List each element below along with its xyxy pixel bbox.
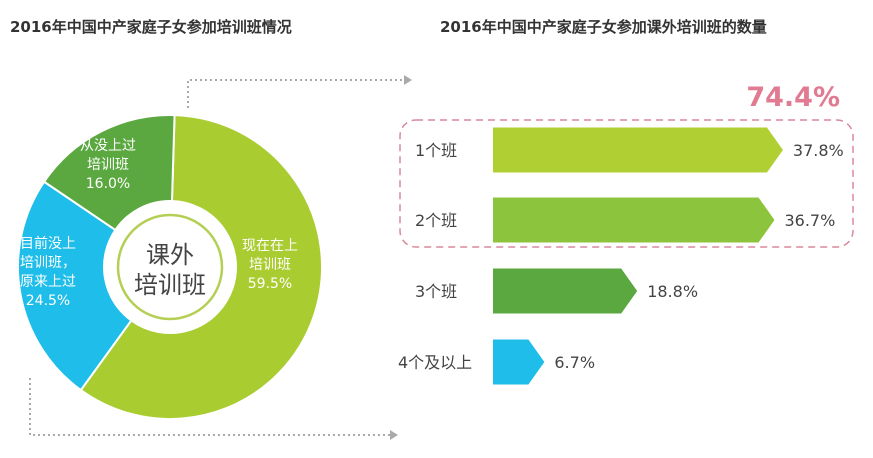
slice-value: 16.0% xyxy=(86,176,130,192)
bar-title: 2016年中国中产家庭子女参加课外培训班的数量 xyxy=(440,18,767,36)
category-label: 4个及以上 xyxy=(398,353,472,372)
slice-label: 培训班， xyxy=(20,255,76,271)
bar xyxy=(493,197,775,243)
center-label: 课外 xyxy=(146,241,194,269)
center-label: 培训班 xyxy=(134,271,206,299)
bar xyxy=(493,268,638,314)
connector-bottom xyxy=(29,378,390,436)
category-label: 1个班 xyxy=(415,141,457,160)
slice-value: 24.5% xyxy=(26,293,70,309)
slice-label: 培训班 xyxy=(249,257,291,273)
donut-slice xyxy=(17,180,133,392)
donut-title: 2016年中国中产家庭子女参加培训班情况 xyxy=(10,18,292,36)
arrow-icon-top xyxy=(404,75,412,85)
value-label: 37.8% xyxy=(793,141,844,160)
bar xyxy=(493,339,545,385)
donut-slice xyxy=(42,114,176,232)
slice-label: 原来上过 xyxy=(20,274,76,290)
slice-label: 目前没上 xyxy=(20,235,76,252)
value-label: 18.8% xyxy=(647,282,698,301)
center-ring xyxy=(116,213,224,321)
category-label: 3个班 xyxy=(415,282,457,301)
arrow-icon-bottom xyxy=(390,430,398,440)
category-label: 2个班 xyxy=(415,211,457,230)
bar xyxy=(493,127,783,173)
highlight-box xyxy=(399,119,854,248)
slice-label: 从没上过 xyxy=(80,138,136,154)
value-label: 6.7% xyxy=(554,353,595,372)
slice-value: 59.5% xyxy=(248,276,292,292)
donut-slice xyxy=(79,114,323,420)
slice-label: 现在在上 xyxy=(242,238,298,254)
connector-top xyxy=(187,79,404,108)
annotation-label: 74.4% xyxy=(746,82,840,113)
slice-label: 培训班 xyxy=(87,157,129,173)
value-label: 36.7% xyxy=(784,211,835,230)
donut-center xyxy=(106,203,234,331)
